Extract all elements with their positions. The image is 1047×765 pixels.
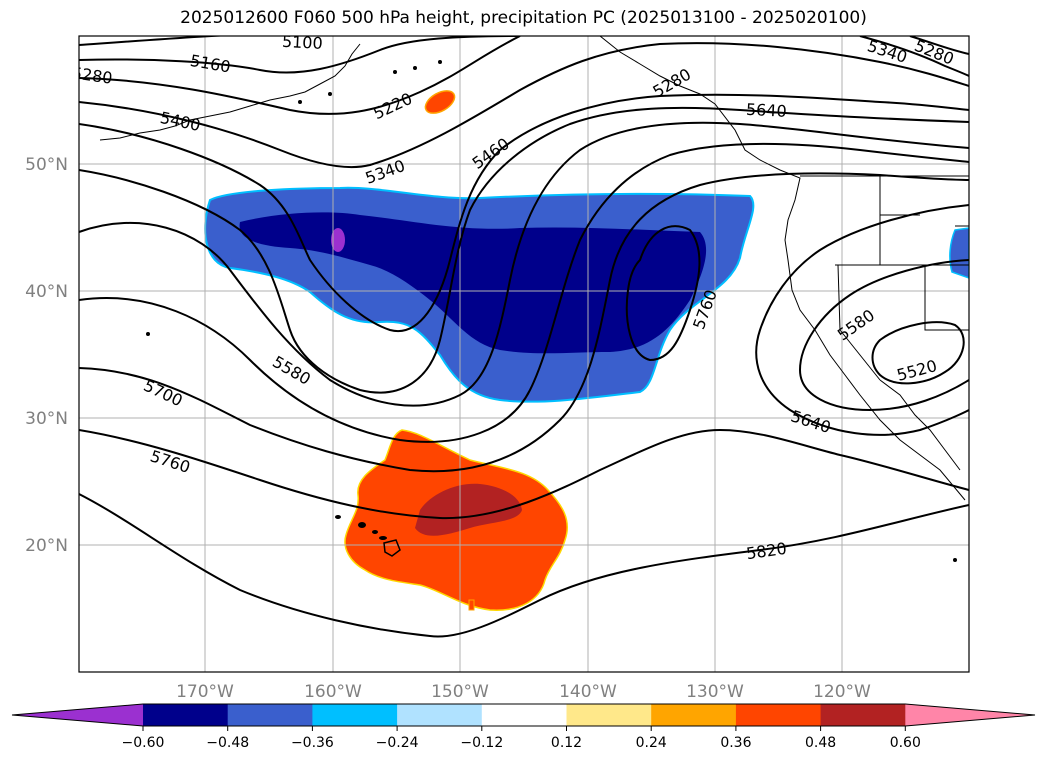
colorbar-segment xyxy=(312,704,398,726)
colorbar-tick-label: 0.48 xyxy=(805,735,836,751)
negative-anomaly-east xyxy=(949,227,969,279)
contour-label: 5280 xyxy=(71,63,114,87)
chart-title: 2025012600 F060 500 hPa height, precipit… xyxy=(180,8,867,28)
colorbar-tick-label: 0.60 xyxy=(890,735,921,751)
colorbar-segment xyxy=(735,704,822,726)
lon-label-130w: 130°W xyxy=(686,682,744,702)
colorbar-tick-label: −0.24 xyxy=(376,735,419,751)
extreme-negative-spot xyxy=(331,228,345,252)
lat-label-30n: 30°N xyxy=(25,409,68,429)
height-contours xyxy=(79,36,969,638)
colorbar-tick-label: −0.12 xyxy=(460,735,503,751)
lon-label-140w: 140°W xyxy=(559,682,617,702)
colorbar-segment xyxy=(397,704,483,726)
colorbar-segment xyxy=(143,704,229,726)
lat-label-20n: 20°N xyxy=(25,536,68,556)
colorbar-tick-label: −0.48 xyxy=(206,735,249,751)
contour-label: 5640 xyxy=(746,100,788,121)
colorbar-tick-label: 0.36 xyxy=(720,735,751,751)
colorbar-tick-label: 0.12 xyxy=(551,735,582,751)
lon-label-160w: 160°W xyxy=(304,682,362,702)
colorbar-tick-label: 0.24 xyxy=(636,735,667,751)
lon-label-150w: 150°W xyxy=(431,682,489,702)
lon-label-170w: 170°W xyxy=(176,682,234,702)
graticule xyxy=(79,36,969,672)
lon-label-120w: 120°W xyxy=(813,682,871,702)
colorbar-segment xyxy=(227,704,313,726)
positive-anomaly-speck xyxy=(468,599,475,611)
colorbar-segment xyxy=(651,704,737,726)
positive-anomaly-north xyxy=(424,90,456,114)
colorbar: −0.60 −0.48 −0.36 −0.24 −0.12 0.12 0.24 0.36 0.4… xyxy=(11,703,1036,751)
colorbar-tick-label: −0.60 xyxy=(122,735,165,751)
map-frame xyxy=(78,35,970,673)
strong-negative-anomaly-region xyxy=(239,212,707,354)
colorbar-segment xyxy=(481,704,567,726)
colorbar-segment xyxy=(566,704,652,726)
colorbar-extend-high xyxy=(905,704,1035,726)
colorbar-extend-low xyxy=(12,704,143,726)
lat-label-50n: 50°N xyxy=(25,155,68,175)
colorbar-tick-label: −0.36 xyxy=(291,735,334,751)
strong-positive-anomaly-region xyxy=(415,483,522,536)
colorbar-segment xyxy=(820,704,906,726)
hawaiian-islands xyxy=(146,60,957,562)
lat-label-40n: 40°N xyxy=(25,282,68,302)
contour-label: 5100 xyxy=(282,32,324,53)
